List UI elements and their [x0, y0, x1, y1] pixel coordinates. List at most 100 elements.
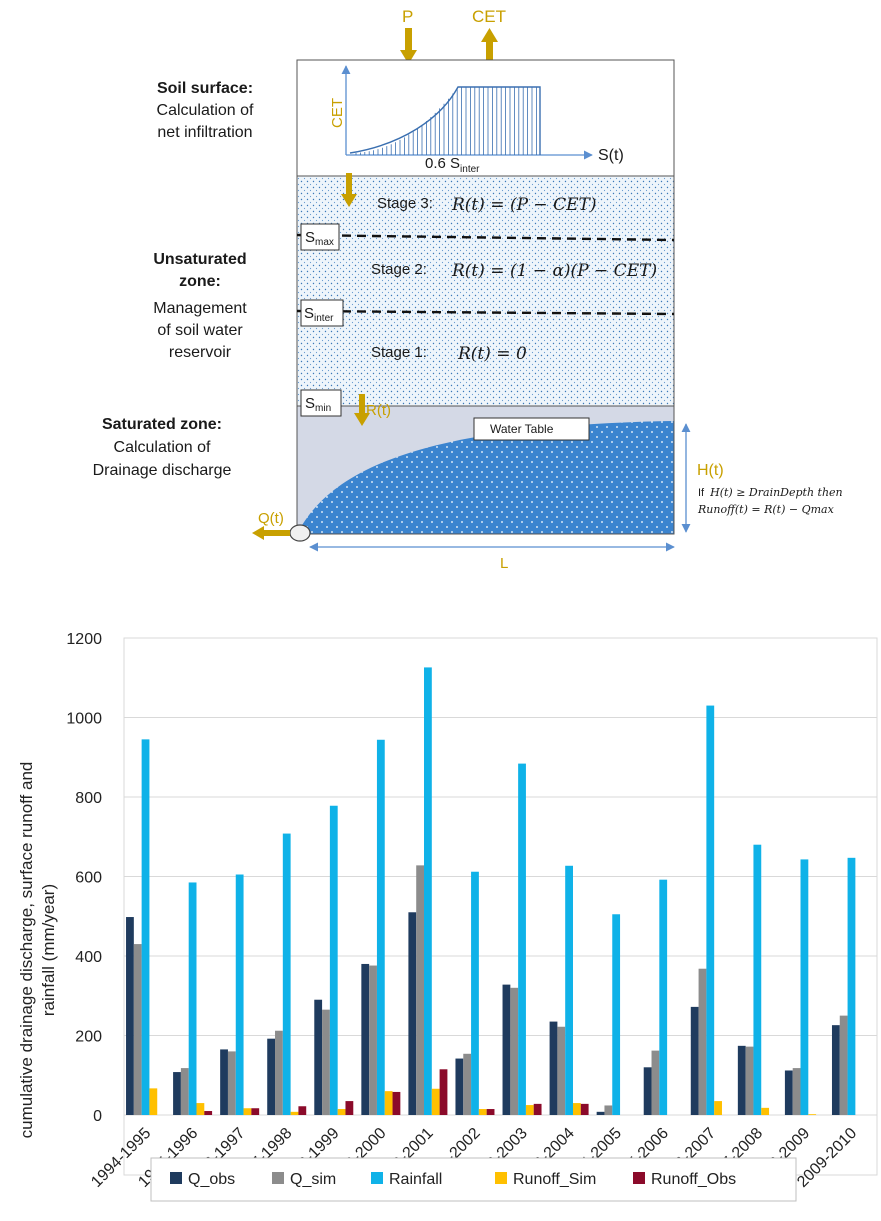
chart-y-ticks: 0 200 400 600 800 1000 1200 — [66, 631, 102, 1125]
bar-q-sim — [698, 968, 707, 1115]
chart-bars — [126, 667, 856, 1115]
bar-runoff-obs — [204, 1111, 213, 1115]
svg-text:Smin: Smin — [305, 395, 331, 414]
height-label: H(t) — [697, 462, 724, 479]
unsaturated-zone-description: Unsaturated zone: Management of soil wat… — [153, 251, 247, 361]
svg-text:Calculation of: Calculation of — [114, 439, 212, 456]
bar-rainfall — [424, 667, 432, 1115]
bar-q-sim — [322, 1009, 330, 1115]
bar-rainfall — [706, 705, 715, 1115]
bar-runoff-sim — [196, 1103, 205, 1115]
bar-rainfall — [800, 859, 809, 1115]
bar-runoff-sim — [714, 1101, 722, 1115]
bar-rainfall — [282, 833, 291, 1115]
bar-q-sim — [510, 987, 519, 1115]
drainage-bar-chart: cumulative drainage discharge, surface r… — [17, 631, 878, 1202]
bar-q-obs — [267, 1038, 276, 1115]
bar-q-sim — [227, 1051, 236, 1115]
bar-q-obs — [549, 1021, 558, 1115]
bar-rainfall — [565, 865, 573, 1115]
bar-runoff-sim — [808, 1114, 817, 1115]
bar-q-obs — [784, 1070, 793, 1115]
stage3-label: Stage 3: — [377, 195, 433, 212]
infiltration-arrow — [341, 173, 357, 207]
legend-box — [150, 1157, 797, 1202]
bar-rainfall — [612, 914, 621, 1115]
sinter-box: Sinter — [300, 299, 344, 327]
cet-arrow — [481, 28, 498, 64]
bar-q-obs — [643, 1067, 652, 1115]
legend-swatch — [633, 1172, 645, 1184]
bar-q-sim — [604, 1105, 613, 1115]
svg-text:net infiltration: net infiltration — [157, 124, 252, 141]
svg-text:Unsaturated: Unsaturated — [153, 251, 246, 268]
drain-pipe — [289, 524, 311, 542]
smax-box: Smax — [300, 223, 340, 251]
legend-label: Runoff_Obs — [651, 1171, 736, 1188]
bar-runoff-obs — [251, 1108, 260, 1115]
legend-label: Rainfall — [389, 1171, 442, 1188]
bar-runoff-obs — [298, 1106, 307, 1115]
smax-threshold-line — [296, 233, 675, 242]
stage3-equation: R(t) = (P − CET) — [451, 195, 596, 215]
soil-surface-description: Soil surface: Calculation of net infiltr… — [157, 80, 255, 141]
y-tick-label: 200 — [75, 1029, 102, 1046]
bar-runoff-sim — [149, 1088, 158, 1115]
bar-q-sim — [369, 965, 377, 1115]
bar-rainfall — [329, 805, 338, 1115]
bar-q-obs — [831, 1025, 840, 1115]
bar-rainfall — [518, 763, 526, 1115]
bar-q-sim — [839, 1015, 848, 1115]
inset-mark-label: 0.6 Sinter — [425, 155, 480, 175]
bar-q-sim — [651, 1050, 660, 1115]
svg-text:cumulative drainage discharge,: cumulative drainage discharge, surface r… — [17, 762, 36, 1139]
svg-text:of soil water: of soil water — [157, 322, 243, 339]
cet-label: CET — [472, 7, 506, 26]
svg-text:Water Table: Water Table — [490, 422, 554, 436]
bar-rainfall — [847, 857, 856, 1115]
smin-box: Smin — [300, 389, 342, 417]
svg-text:Soil surface:: Soil surface: — [157, 80, 253, 97]
bar-runoff-sim — [384, 1091, 393, 1115]
drainage-label: Q(t) — [258, 510, 284, 527]
bar-q-sim — [463, 1053, 472, 1115]
svg-text:zone:: zone: — [179, 273, 221, 290]
svg-text:Drainage discharge: Drainage discharge — [93, 462, 232, 479]
unsaturated-zone — [296, 175, 675, 407]
bar-rainfall — [659, 879, 668, 1115]
chart-gridlines — [124, 637, 877, 1116]
bar-q-obs — [502, 984, 511, 1115]
bar-runoff-sim — [525, 1105, 534, 1115]
bar-rainfall — [188, 882, 197, 1115]
bar-q-obs — [408, 912, 417, 1115]
svg-text:Smax: Smax — [305, 229, 334, 248]
bar-rainfall — [235, 874, 244, 1115]
bar-rainfall — [753, 844, 762, 1115]
bar-runoff-sim — [478, 1109, 487, 1115]
soil-water-diagram: P CET CET S(t) 0.6 Sinter Stage 3: R(t) … — [93, 7, 843, 572]
y-tick-label: 0 — [93, 1108, 102, 1125]
recharge-label: R(t) — [366, 402, 391, 419]
stage1-label: Stage 1: — [371, 344, 427, 361]
bar-rainfall — [141, 739, 150, 1115]
inset-x-label: S(t) — [598, 147, 624, 164]
condition-line2: Runoff(t) = R(t) − Qmax — [697, 503, 835, 516]
bar-runoff-obs — [345, 1101, 354, 1115]
saturated-zone-description: Saturated zone: Calculation of Drainage … — [93, 416, 232, 479]
precipitation-arrow — [400, 28, 417, 64]
stage1-equation: R(t) = 0 — [457, 344, 527, 364]
precipitation-label: P — [402, 7, 413, 26]
y-tick-label: 800 — [75, 790, 102, 807]
condition-line1: If H(t) ≥ DrainDepth then — [698, 486, 843, 499]
chart-legend: Q_obs Q_sim Rainfall Runoff_Sim Runoff_Obs — [170, 1171, 736, 1188]
bar-q-obs — [173, 1072, 181, 1115]
bar-q-obs — [314, 999, 323, 1115]
bar-q-sim — [557, 1026, 566, 1115]
cet-inset-chart — [341, 65, 593, 160]
bar-runoff-sim — [243, 1108, 252, 1115]
y-tick-label: 400 — [75, 949, 102, 966]
bar-runoff-sim — [290, 1111, 299, 1115]
bar-q-obs — [690, 1006, 699, 1115]
bar-runoff-obs — [533, 1103, 542, 1115]
legend-label: Q_obs — [188, 1171, 235, 1188]
